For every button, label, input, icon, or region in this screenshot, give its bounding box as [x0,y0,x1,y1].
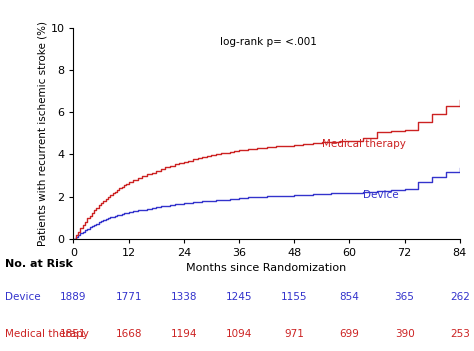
Text: 699: 699 [339,329,359,339]
Y-axis label: Patients with recurrent ischemic stroke (%): Patients with recurrent ischemic stroke … [37,21,48,246]
Text: 390: 390 [395,329,414,339]
Text: No. at Risk: No. at Risk [5,259,73,269]
X-axis label: Months since Randomization: Months since Randomization [186,263,347,273]
Text: 1851: 1851 [60,329,87,339]
Text: Medical therapy: Medical therapy [5,329,89,339]
Text: log-rank p= <.001: log-rank p= <.001 [220,37,317,46]
Text: 1245: 1245 [226,292,252,302]
Text: 1338: 1338 [171,292,197,302]
Text: 1889: 1889 [60,292,87,302]
Text: Device: Device [5,292,40,302]
Text: Medical therapy: Medical therapy [322,139,406,149]
Text: 1771: 1771 [115,292,142,302]
Text: 971: 971 [284,329,304,339]
Text: 365: 365 [395,292,415,302]
Text: 854: 854 [339,292,359,302]
Text: 1094: 1094 [226,329,252,339]
Text: 253: 253 [450,329,470,339]
Text: Device: Device [363,190,399,200]
Text: 1668: 1668 [115,329,142,339]
Text: 262: 262 [450,292,470,302]
Text: 1155: 1155 [281,292,308,302]
Text: 1194: 1194 [171,329,197,339]
